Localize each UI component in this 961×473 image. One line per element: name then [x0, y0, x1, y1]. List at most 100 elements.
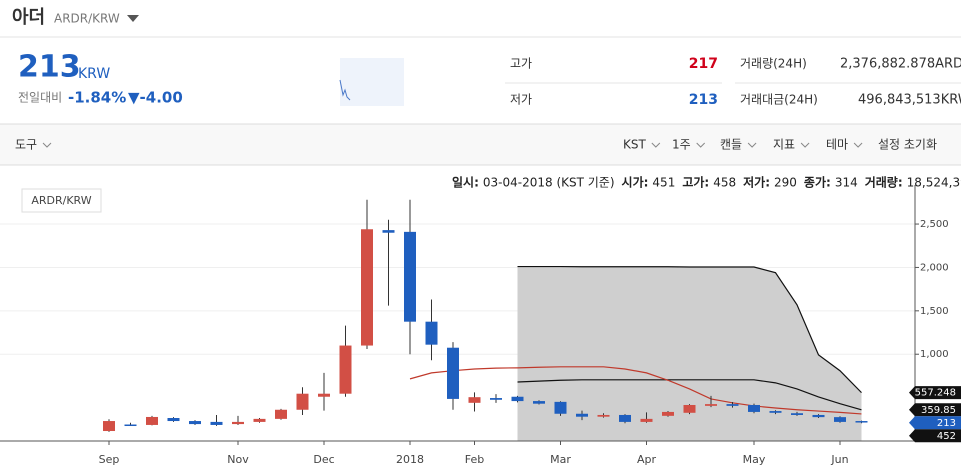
- info-label: 거래량:: [865, 175, 903, 190]
- high-label: 고가: [510, 57, 532, 71]
- candle-body: [468, 397, 481, 403]
- candle-body: [490, 398, 502, 400]
- candle-body: [834, 417, 846, 422]
- y-tick-label: 1,000: [920, 349, 949, 360]
- candle-body: [253, 418, 266, 422]
- price-tag-label: 452: [937, 431, 956, 442]
- dropdown-arrow[interactable]: [127, 15, 139, 22]
- candle-body: [597, 414, 610, 417]
- legend-label: ARDR/KRW: [31, 194, 91, 207]
- candle-body: [404, 231, 416, 322]
- candle-body: [361, 229, 373, 346]
- chevron: [42, 142, 52, 148]
- toolbar-item[interactable]: 캔들: [720, 138, 742, 152]
- candle-body: [812, 414, 825, 418]
- x-tick-label: Jun: [830, 453, 848, 466]
- x-tick-label: Dec: [313, 453, 334, 466]
- chevron: [853, 142, 863, 148]
- candle-body: [662, 411, 674, 416]
- candle-body: [576, 413, 588, 417]
- x-tick-label: 2018: [396, 453, 424, 466]
- candle-body: [791, 413, 803, 415]
- candle-body: [683, 404, 696, 413]
- candle-body: [167, 418, 180, 422]
- candle-body: [124, 424, 137, 427]
- candle-body: [769, 411, 782, 413]
- toolbar-item[interactable]: 테마: [826, 138, 848, 152]
- candle-body: [275, 409, 287, 419]
- amount-value: 496,843,513KRW: [858, 93, 961, 108]
- chevron: [651, 142, 661, 148]
- high-value: 217: [689, 56, 718, 72]
- toolbar-items: KST 1주 캔들 지표 테마: [623, 138, 863, 152]
- volume-value: 2,376,882.878ARDR: [840, 57, 961, 72]
- sparkline: [339, 79, 351, 101]
- toolbar-item[interactable]: 지표: [773, 138, 795, 152]
- toolbar: [0, 124, 961, 165]
- x-tick-label: Apr: [637, 453, 657, 466]
- sparkline-bg: [340, 58, 404, 106]
- info-value: 451: [652, 176, 675, 190]
- x-tick-label: Nov: [227, 453, 249, 466]
- price-tag-label: 359.85: [921, 405, 956, 416]
- toolbar-item[interactable]: 1주: [672, 138, 691, 152]
- reset-button[interactable]: 설정 초기화: [878, 138, 937, 152]
- amount-label: 거래대금(24H): [740, 93, 818, 107]
- candle-body: [339, 345, 352, 394]
- info-label: 고가:: [682, 175, 709, 190]
- low-label: 저가: [510, 93, 532, 107]
- candle-body: [425, 321, 438, 345]
- info-label: 종가:: [804, 175, 831, 190]
- info-value: 18,524,395.16: [907, 176, 961, 190]
- info-value: 03-04-2018 (KST 기준): [483, 176, 615, 190]
- overlay-line: [517, 379, 862, 411]
- candle-body: [103, 421, 115, 432]
- candle-body: [640, 418, 653, 422]
- tools-menu[interactable]: 도구: [15, 138, 37, 152]
- change-abs: ▼-4.00: [128, 89, 183, 107]
- price-tag-label: 213: [937, 418, 956, 429]
- overlay-line: [409, 366, 862, 415]
- price-tag: [909, 386, 961, 400]
- candle-body: [726, 404, 739, 406]
- x-tick-label: Sep: [99, 453, 120, 466]
- price-tag: [909, 403, 961, 417]
- x-tick-label: Feb: [465, 453, 484, 466]
- low-value: 213: [689, 92, 718, 108]
- candle-body: [189, 421, 201, 425]
- price-unit: KRW: [78, 66, 110, 82]
- chevron: [800, 142, 810, 148]
- info-label: 일시:: [452, 176, 479, 190]
- x-tick-label: Mar: [550, 453, 571, 466]
- candle-body: [296, 393, 309, 410]
- candle-body: [533, 401, 545, 404]
- chevron: [696, 142, 706, 148]
- overlay-area: [517, 266, 862, 441]
- candle-body: [232, 421, 244, 425]
- info-value: 458: [713, 176, 736, 190]
- coin-name: 아더: [12, 7, 45, 28]
- chevron: [747, 142, 757, 148]
- info-value: 290: [774, 176, 797, 190]
- pair: ARDR/KRW: [54, 12, 120, 26]
- change-pct: -1.84%: [68, 89, 126, 107]
- volume-label: 거래량(24H): [740, 57, 807, 71]
- price-tag-label: 557.248: [915, 388, 956, 399]
- y-tick-label: 2,000: [920, 262, 949, 273]
- y-tick-label: 1,500: [920, 306, 949, 317]
- candle-body: [855, 421, 868, 423]
- legend-box: [21, 188, 102, 213]
- change-label: 전일대비: [18, 91, 62, 105]
- x-tick-label: May: [743, 453, 766, 466]
- chart: ARDR/KRW 1,000 1,500 2,000 2,500 Sep Nov Dec 201…: [0, 185, 961, 466]
- info-line: 일시: 03-04-2018 (KST 기준) 시가: 451 고가: 458 저가: 290…: [452, 175, 961, 190]
- toolbar-item[interactable]: KST: [623, 138, 646, 152]
- price: 213: [18, 50, 81, 85]
- candle-body: [748, 404, 760, 412]
- candle-body: [447, 347, 459, 399]
- price-tag: [909, 429, 961, 443]
- candle-body: [554, 401, 567, 414]
- candle-body: [210, 421, 223, 425]
- info-label: 저가:: [743, 175, 770, 190]
